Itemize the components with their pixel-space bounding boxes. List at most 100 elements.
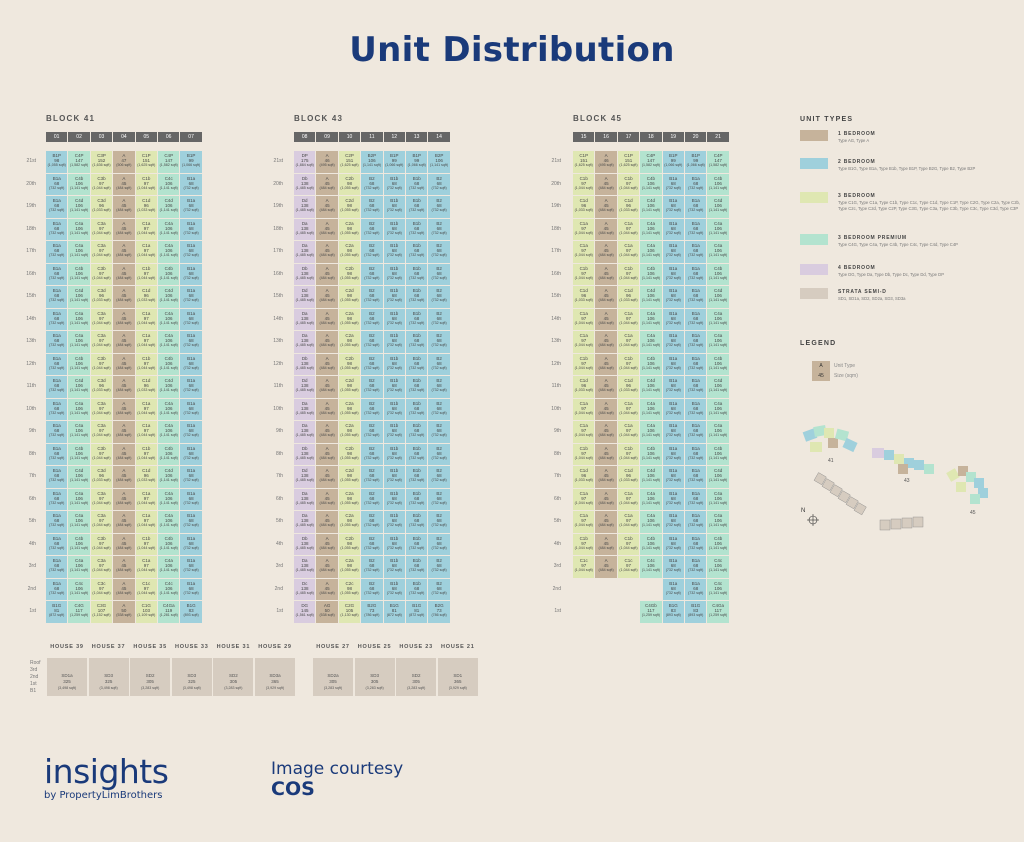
unit-cell: C1d 96 (1,033 sqft) <box>573 466 595 488</box>
unit-type: C4a <box>646 400 656 406</box>
unit-size: 97 <box>625 495 631 501</box>
unit-size: 106 <box>714 360 722 366</box>
unit-size: 97 <box>625 338 631 343</box>
unit-size: 68 <box>436 225 442 231</box>
unit-type: A <box>604 333 608 338</box>
unit-size: 45 <box>121 338 127 343</box>
unit-type: B1b <box>390 378 399 383</box>
unit-cell: C1b 97 (1,044 sqft) <box>135 353 157 375</box>
house-type: SD2a <box>327 673 339 678</box>
unit-area: (732 sqft) <box>364 388 380 392</box>
unit-size: 68 <box>436 360 442 366</box>
unit-type: B1a <box>691 535 700 541</box>
house-type: SD3 <box>104 673 113 678</box>
unit-area: (1,141 sqft) <box>159 590 178 595</box>
unit-type: B1b <box>412 445 421 451</box>
unit-area: (732 sqft) <box>364 455 380 460</box>
unit-area: (872 sqft) <box>49 613 65 617</box>
unit-cell: A 45 (484 sqft) <box>595 218 617 240</box>
unit-size: 68 <box>436 495 442 501</box>
unit-size: 106 <box>714 225 722 231</box>
unit-type: B1a <box>669 243 678 248</box>
unit-cell: B1b 68 (732 sqft) <box>406 488 428 510</box>
unit-cell: B1a 68 (732 sqft) <box>662 308 684 330</box>
unit-size: 68 <box>693 473 699 478</box>
unit-cell: Dd 138 (1,485 sqft) <box>294 466 316 488</box>
unit-area: (1,130 sqft) <box>340 613 359 617</box>
unit-type: B1a <box>669 198 678 203</box>
unit-size: 96 <box>98 473 104 478</box>
unit-type: C2a <box>345 558 354 563</box>
column-header: 05 <box>135 132 157 142</box>
unit-area: (1,044 sqft) <box>574 410 593 415</box>
unit-type: B2 <box>436 310 442 316</box>
unit-cell: B1a 68 (732 sqft) <box>662 286 684 308</box>
unit-size: 106 <box>714 495 722 501</box>
unit-cell: B1a 68 (732 sqft) <box>180 443 202 465</box>
unit-size: 68 <box>414 473 420 478</box>
unit-type: B2 <box>369 445 375 451</box>
unit-cell: A 45 (484 sqft) <box>113 533 135 555</box>
unit-area: (1,141 sqft) <box>159 410 178 415</box>
unit-cell: A 45 (484 sqft) <box>113 421 135 443</box>
unit-size: 68 <box>369 338 375 343</box>
unit-cell: A 45 (484 sqft) <box>595 263 617 285</box>
unit-size: 106 <box>75 293 83 298</box>
unit-area: (1,044 sqft) <box>137 275 156 280</box>
unit-size: 45 <box>121 585 127 591</box>
house-label: HOUSE 23 <box>399 644 433 650</box>
unit-cell: A 45 (484 sqft) <box>113 466 135 488</box>
compass-icon: N <box>801 508 819 526</box>
unit-size: 138 <box>300 293 309 298</box>
unit-cell: B1a 68 (732 sqft) <box>46 173 68 195</box>
unit-area: (1,055 sqft) <box>340 298 359 302</box>
unit-type: C2a <box>345 310 354 316</box>
unit-size: 45 <box>324 203 330 208</box>
unit-area: (1,044 sqft) <box>137 433 156 437</box>
unit-cell: C4a 106 (1,141 sqft) <box>707 218 729 240</box>
unit-type: C3b <box>97 535 106 541</box>
unit-type: C1b <box>579 355 588 361</box>
house-type: SD2 <box>229 673 238 678</box>
unit-type: B1a <box>52 288 61 293</box>
unit-cell: Da 138 (1,485 sqft) <box>294 556 316 578</box>
unit-cell: C4d 106 (1,141 sqft) <box>707 286 729 308</box>
unit-size: 105 <box>345 608 354 613</box>
unit-type: C4Ga <box>712 603 724 608</box>
floor-label: 9th <box>554 428 561 434</box>
unit-area: (732 sqft) <box>431 208 447 212</box>
unit-size: 151 <box>624 158 633 163</box>
unit-area: (484 sqft) <box>598 208 614 212</box>
column-header: 03 <box>90 132 113 142</box>
unit-cell: C4a 106 (1,141 sqft) <box>158 511 180 533</box>
unit-area: (1,055 sqft) <box>340 433 359 437</box>
unit-size: 97 <box>625 360 631 366</box>
unit-cell: C3d 96 (1,033 sqft) <box>90 286 113 308</box>
unit-area: (1,625 sqft) <box>619 163 638 167</box>
unit-size: 97 <box>581 338 587 343</box>
legend-type-sample: A <box>812 361 830 371</box>
unit-type: B1a <box>52 490 61 496</box>
unit-type: B2 <box>436 378 442 383</box>
unit-area: (484 sqft) <box>319 343 335 347</box>
unit-type: A <box>122 288 126 293</box>
unit-type: B1a <box>187 198 196 203</box>
unit-cell: Dd 138 (1,485 sqft) <box>294 286 316 308</box>
unit-type: A <box>325 333 329 338</box>
unit-area: (1,625 sqft) <box>574 163 593 167</box>
unit-area: (1,044 sqft) <box>619 545 638 550</box>
site-block-41: 41 <box>802 425 858 464</box>
image-courtesy-label: Image courtesy <box>271 759 404 779</box>
unit-type: B1a <box>52 220 61 226</box>
unit-cell: DP 175 (1,884 sqft) <box>294 151 316 173</box>
unit-size: 96 <box>581 383 587 388</box>
unit-cell: C4a 106 (1,141 sqft) <box>158 488 180 510</box>
unit-type: B2 <box>369 535 375 541</box>
unit-cell: B2 68 (732 sqft) <box>361 443 383 465</box>
unit-area: (484 sqft) <box>319 433 335 437</box>
unit-area: (732 sqft) <box>688 230 704 235</box>
unit-cell: C1c 97 (1,044 sqft) <box>135 578 157 600</box>
unit-type: C4b <box>74 355 84 361</box>
unit-area: (1,141 sqft) <box>69 343 89 347</box>
unit-size: 45 <box>324 315 330 321</box>
